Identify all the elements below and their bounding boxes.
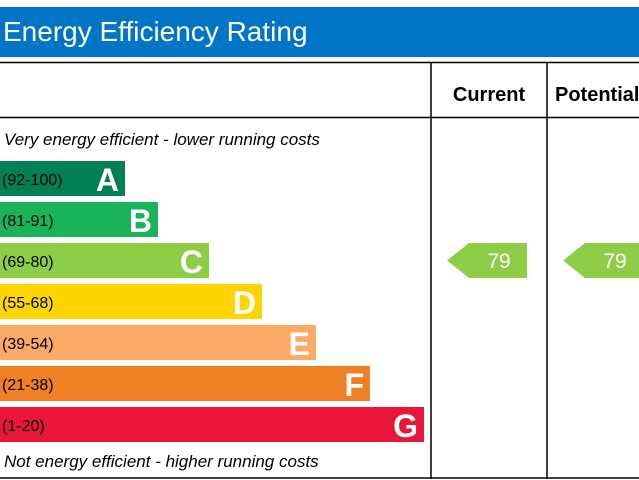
band-c: (69-80) C: [0, 243, 209, 280]
current-rating-arrow: [447, 243, 527, 278]
band-letter-e: E: [289, 326, 310, 362]
band-letter-c: C: [180, 244, 203, 280]
band-range-g: (1-20): [2, 418, 45, 435]
band-range-d: (55-68): [2, 295, 54, 312]
band-letter-f: F: [344, 367, 364, 403]
band-range-a: (92-100): [2, 172, 62, 189]
bottom-note: Not energy efficient - higher running co…: [4, 452, 319, 471]
band-letter-a: A: [96, 162, 119, 198]
band-range-c: (69-80): [2, 254, 54, 271]
potential-rating: 79: [563, 243, 639, 278]
band-range-f: (21-38): [2, 377, 54, 394]
column-header-potential: Potential: [555, 84, 639, 106]
potential-rating-value: 79: [603, 250, 626, 273]
band-letter-g: G: [393, 408, 418, 444]
band-letter-b: B: [129, 203, 152, 239]
band-b: (81-91) B: [0, 202, 158, 239]
column-header-current: Current: [453, 84, 526, 106]
band-e: (39-54) E: [0, 325, 316, 362]
current-rating: 79: [447, 243, 527, 278]
band-bar-d: [0, 284, 262, 319]
band-d: (55-68) D: [0, 284, 262, 321]
current-rating-value: 79: [487, 250, 510, 273]
band-bar-a: [0, 161, 125, 196]
chart-title: Energy Efficiency Rating: [0, 7, 639, 57]
band-bar-b: [0, 202, 158, 237]
band-letter-d: D: [233, 285, 256, 321]
band-bar-e: [0, 325, 316, 360]
potential-rating-arrow: [563, 243, 639, 278]
band-range-e: (39-54): [2, 336, 54, 353]
band-bar-f: [0, 366, 370, 401]
band-bar-g: [0, 407, 424, 442]
rating-bands: (92-100) A (81-91) B (69-80) C (55-68) D (39-54)…: [0, 161, 424, 444]
band-a: (92-100) A: [0, 161, 125, 198]
band-g: (1-20) G: [0, 407, 424, 444]
rating-indicators: 79 79: [447, 243, 639, 278]
band-range-b: (81-91): [2, 213, 54, 230]
top-note: Very energy efficient - lower running co…: [4, 130, 320, 149]
table-frame: [0, 61, 639, 479]
band-bar-c: [0, 243, 209, 278]
band-f: (21-38) F: [0, 366, 370, 403]
